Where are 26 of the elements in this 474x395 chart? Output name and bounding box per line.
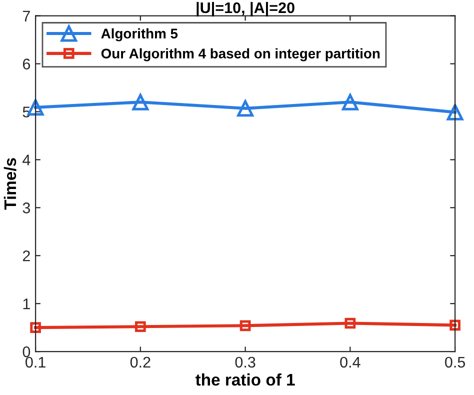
point bbox=[446, 104, 464, 120]
chart-title: |U|=10, |A|=20 bbox=[196, 2, 294, 16]
x-tick-label: 0.3 bbox=[235, 356, 256, 368]
y-tick-label: 7 bbox=[22, 10, 30, 22]
y-tick-label: 4 bbox=[22, 154, 30, 166]
point bbox=[450, 320, 460, 331]
point bbox=[342, 94, 358, 110]
point bbox=[240, 320, 251, 332]
y-axis-title: Time/s bbox=[4, 158, 16, 210]
legend-label: Algorithm 5 bbox=[101, 28, 178, 42]
y-tick-label: 1 bbox=[23, 298, 30, 310]
x-tick-label: 0.2 bbox=[130, 356, 150, 368]
point bbox=[344, 318, 356, 329]
x-tick-label: 0.4 bbox=[340, 356, 360, 368]
x-tick-label: 0.1 bbox=[26, 356, 46, 368]
point bbox=[237, 100, 254, 117]
y-tick-label: 2 bbox=[22, 250, 30, 262]
point bbox=[30, 322, 41, 333]
x-axis-title: the ratio of 1 bbox=[196, 373, 295, 386]
point bbox=[135, 321, 146, 332]
legend-label: Our Algorithm 4 based on integer partition bbox=[101, 48, 380, 62]
y-tick-label: 3 bbox=[22, 202, 30, 214]
x-tick-label: 0.5 bbox=[445, 356, 466, 368]
point bbox=[132, 94, 149, 110]
y-tick-label: 0 bbox=[22, 346, 30, 358]
y-tick-label: 6 bbox=[22, 58, 30, 70]
